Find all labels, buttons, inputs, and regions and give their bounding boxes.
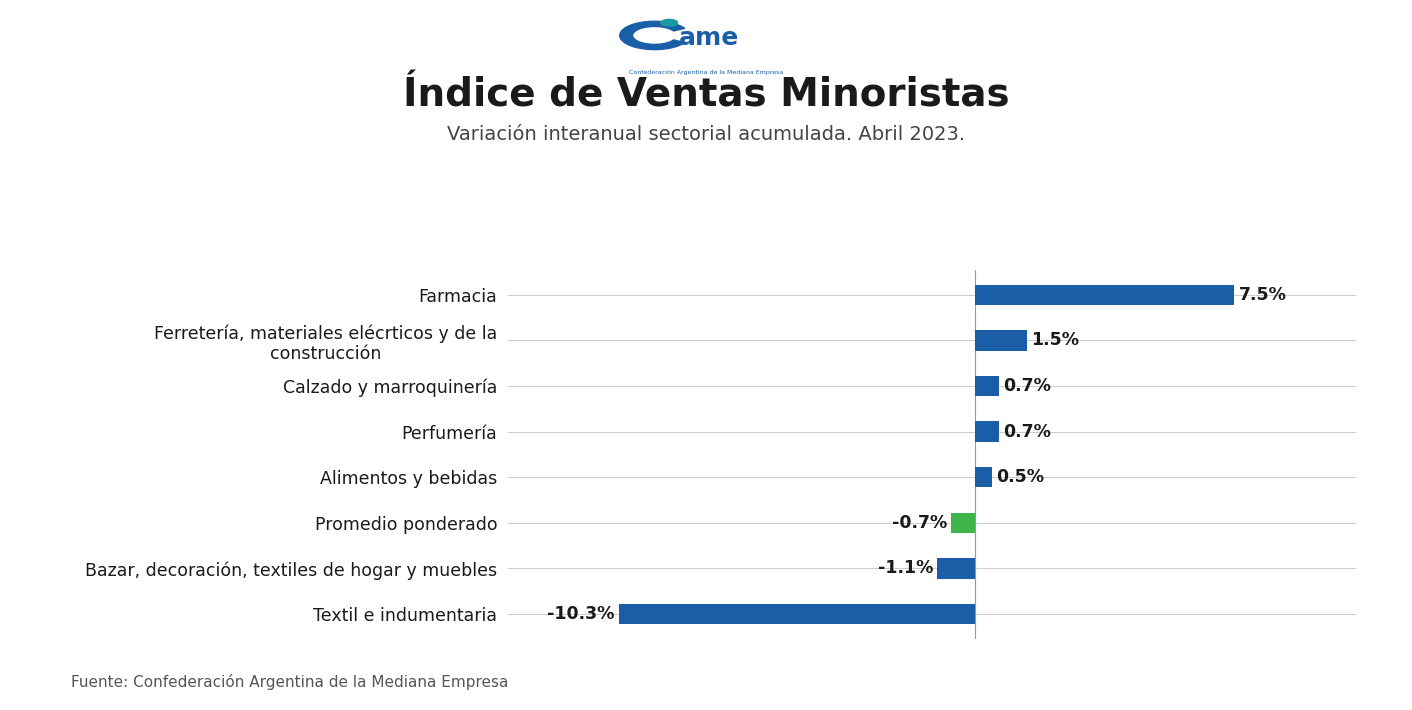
Bar — [976, 467, 993, 488]
Circle shape — [661, 19, 678, 26]
Text: 0.7%: 0.7% — [1004, 422, 1052, 441]
Text: 0.5%: 0.5% — [997, 468, 1045, 486]
Text: -0.7%: -0.7% — [891, 514, 947, 532]
Text: Variación interanual sectorial acumulada. Abril 2023.: Variación interanual sectorial acumulada… — [448, 126, 964, 144]
Text: Fuente: Confederación Argentina de la Mediana Empresa: Fuente: Confederación Argentina de la Me… — [71, 674, 508, 689]
Bar — [950, 513, 976, 533]
Bar — [938, 558, 976, 579]
Text: -1.1%: -1.1% — [878, 559, 933, 577]
Bar — [976, 285, 1234, 305]
Wedge shape — [620, 21, 685, 50]
Text: Índice de Ventas Minoristas: Índice de Ventas Minoristas — [402, 77, 1010, 115]
Text: 0.7%: 0.7% — [1004, 377, 1052, 395]
Text: 1.5%: 1.5% — [1031, 332, 1079, 349]
Text: 7.5%: 7.5% — [1238, 286, 1286, 304]
Text: -10.3%: -10.3% — [548, 605, 614, 623]
Bar — [976, 376, 1000, 396]
Text: ame: ame — [679, 26, 738, 50]
Bar — [976, 330, 1027, 351]
Text: Confederación Argentina de la Mediana Empresa: Confederación Argentina de la Mediana Em… — [628, 70, 784, 75]
Bar — [976, 421, 1000, 442]
Bar — [618, 604, 976, 624]
